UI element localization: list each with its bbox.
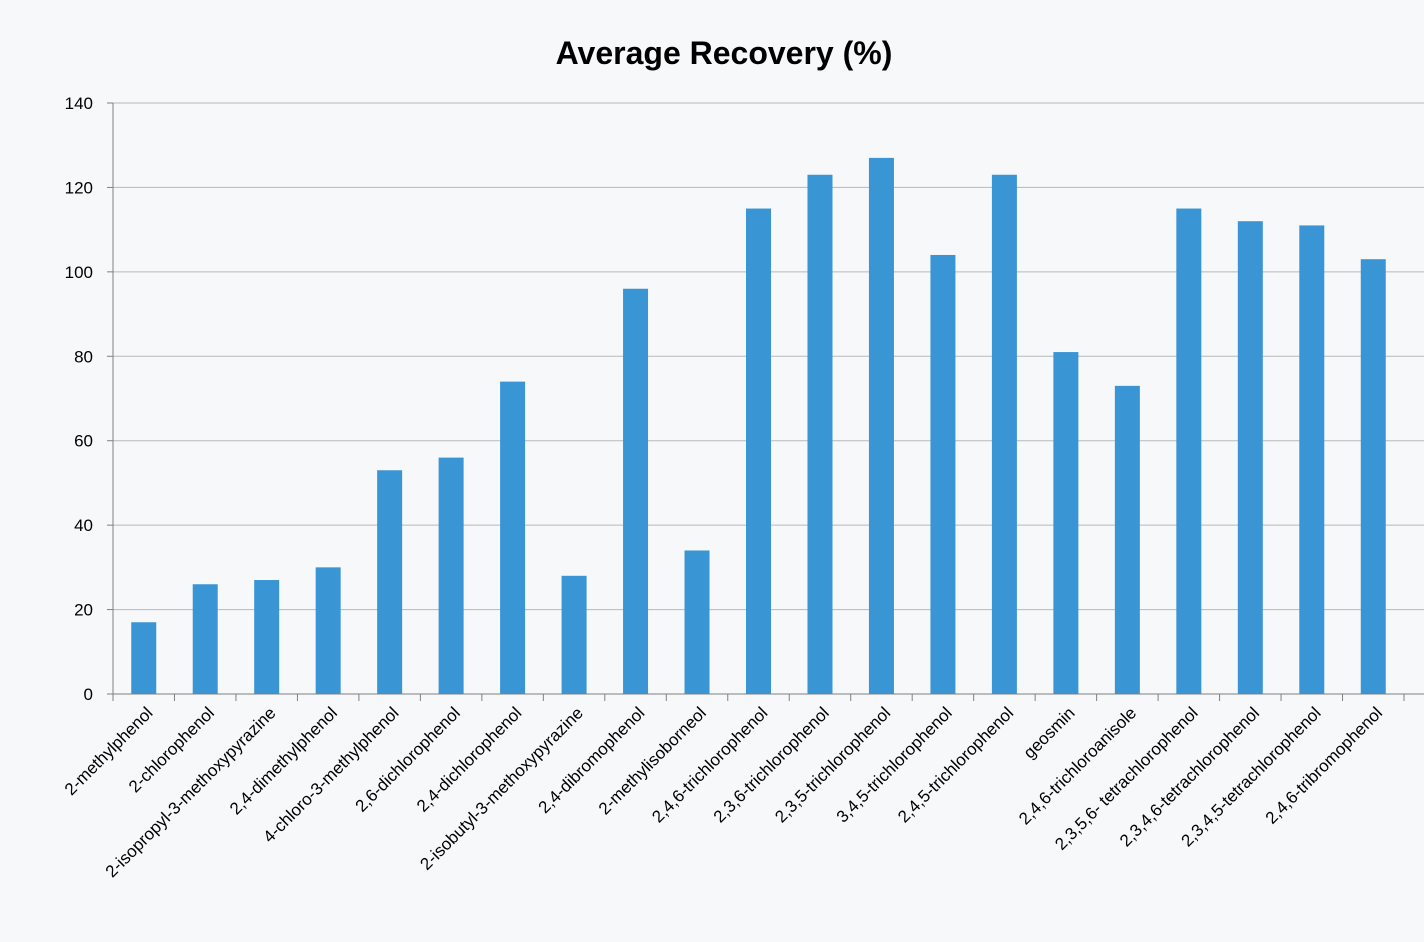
y-tick-label: 20 (74, 601, 93, 620)
axes (107, 102, 1424, 701)
bar (561, 575, 587, 694)
bar (254, 580, 280, 694)
bar (684, 550, 710, 694)
bar (438, 457, 464, 694)
bar (1299, 225, 1325, 694)
bar (500, 381, 526, 694)
x-tick-label: 2,4-dichlorophenol (413, 703, 525, 815)
y-tick-label: 0 (84, 685, 93, 704)
x-tick-label: 2,4,6-trichloroanisole (1015, 703, 1140, 828)
y-tick-label: 80 (74, 347, 93, 366)
y-tick-label: 100 (65, 263, 93, 282)
bar (192, 584, 218, 694)
x-tick-label: 2,3,5-trichlorophenol (771, 703, 894, 826)
x-tick-label: 2,4,6-tribromophenol (1262, 703, 1386, 827)
bar (746, 208, 771, 695)
x-tick-label: 2-methylisoborneol (595, 703, 710, 818)
bar (1114, 385, 1140, 694)
chart-title: Average Recovery (%) (556, 35, 893, 71)
y-tick-label: 120 (65, 178, 93, 197)
bar (930, 254, 956, 694)
x-tick-label: 2,4-dimethylphenol (226, 703, 341, 818)
bar (377, 470, 403, 694)
bar (131, 622, 157, 694)
bar (868, 157, 894, 695)
bar (1053, 352, 1079, 694)
x-tick-labels: 2-methylphenol2-chlorophenol2-isopropyl-… (61, 703, 1386, 881)
y-tick-label: 40 (74, 516, 93, 535)
bar (807, 174, 833, 694)
x-tick-label: geosmin (1020, 703, 1079, 762)
bars (131, 157, 1386, 695)
x-tick-label: 2,4,5-trichlorophenol (894, 703, 1017, 826)
x-tick-label: 2,3,6-trichlorophenol (710, 703, 833, 826)
bar (1360, 259, 1386, 694)
x-tick-label: 3,4,5-trichlorophenol (833, 703, 956, 826)
bar (315, 567, 341, 694)
x-tick-label: 2,4-dibromophenol (535, 703, 649, 817)
bar (623, 288, 649, 694)
x-tick-label: 2,6-dichlorophenol (352, 703, 464, 815)
y-tick-label: 140 (65, 94, 93, 113)
y-tick-label: 60 (74, 432, 93, 451)
bar (991, 174, 1017, 694)
bar (1237, 221, 1263, 694)
bar (1176, 208, 1202, 695)
x-tick-label: 2,4,6-trichlorophenol (648, 703, 771, 826)
y-tick-labels: 0 20 40 60 80 100 120 140 (65, 94, 93, 704)
